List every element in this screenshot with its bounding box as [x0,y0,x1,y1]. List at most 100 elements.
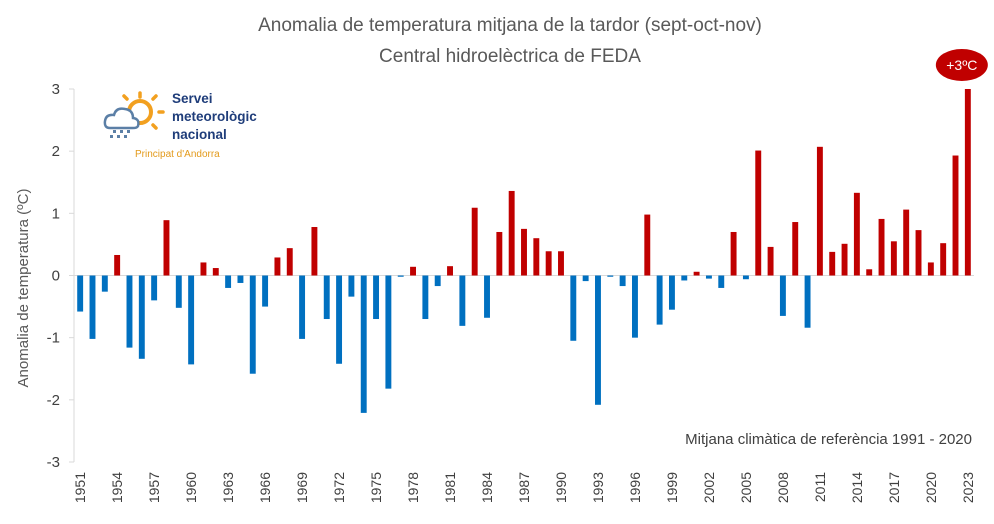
x-tick-label: 1984 [479,472,495,503]
bar-2010 [804,275,811,328]
y-tick-label: 0 [52,268,60,285]
x-tick-label: 2008 [775,472,791,503]
bar-1976 [385,275,392,389]
bar-1989 [545,251,552,276]
bar-1993 [595,275,601,405]
x-tick-label: 1993 [590,472,606,503]
x-tick-label: 2023 [960,472,976,503]
x-tick-label: 1978 [405,472,421,503]
x-tick-label: 1960 [183,472,199,503]
bar-1994 [607,275,614,277]
bar-1956 [138,275,145,359]
bar-2001 [693,271,700,276]
bar-1990 [558,251,564,276]
max-value-badge-label: +3ºC [946,57,977,73]
bar-1952 [89,275,96,339]
bar-1987 [521,228,527,276]
x-tick-label: 2011 [812,472,828,502]
x-tick-label: 2005 [738,472,754,503]
bar-2014 [853,192,860,276]
bar-1963 [225,275,232,288]
y-ticks: 3 2 1 0 -1 -2 -3 [47,81,74,471]
bar-2013 [841,243,848,276]
bar-2009 [792,222,799,276]
x-tick-label: 1954 [109,472,125,503]
bar-1970 [311,227,318,276]
bar-1982 [459,275,466,326]
bar-1974 [360,275,367,413]
x-tick-label: 1969 [294,472,310,503]
max-value-badge-shape [935,49,988,81]
bar-2022 [952,155,959,276]
bar-1979 [422,275,429,320]
bar-1983 [471,207,478,276]
bar-1964 [237,275,244,283]
bar-1973 [348,275,355,297]
x-ticks: 1951 1954 1957 1960 1963 1966 1969 1972 1975 1978… [72,472,976,503]
bars [77,89,971,413]
bar-2000 [681,275,688,281]
x-tick-label: 1972 [331,472,347,503]
bar-1968 [286,248,293,276]
bar-1955 [126,275,133,348]
bar-1981 [447,266,453,276]
y-tick-label: 2 [52,143,60,160]
bar-1977 [397,275,404,277]
bar-2006 [755,150,762,276]
x-tick-label: 2017 [886,472,902,503]
bar-2017 [890,241,897,276]
x-tick-label: 1957 [146,472,162,503]
x-tick-label: 2002 [701,472,717,503]
x-tick-label: 1966 [257,472,273,503]
bar-1954 [114,254,121,276]
bar-1967 [274,257,281,276]
x-tick-label: 1963 [220,472,236,503]
bar-2003 [718,275,725,288]
bar-1992 [582,275,589,282]
y-tick-label: -3 [47,454,60,471]
bar-1960 [188,275,195,365]
x-tick-label: 1951 [72,472,88,503]
bar-1957 [151,275,158,301]
bar-1999 [668,275,675,310]
logo-line-2: meteorològic [172,109,257,124]
y-axis-label: Anomalia de temperatura (ºC) [15,189,32,388]
bar-2018 [903,209,910,276]
bar-1951 [77,275,84,312]
bar-2012 [829,251,836,276]
bar-2011 [816,146,823,276]
bar-1985 [496,231,503,276]
chart-subtitle: Central hidroelèctrica de FEDA [379,46,641,67]
bar-1966 [262,275,269,307]
y-tick-label: 3 [52,81,60,98]
bar-1975 [373,275,380,320]
x-tick-label: 1996 [627,472,643,503]
y-tick-label: -1 [47,330,60,347]
logo-subtitle: Principat d'Andorra [135,149,220,160]
x-tick-label: 2014 [849,472,865,503]
bar-1978 [410,266,416,276]
sun-cloud-rain-icon [103,91,165,138]
bar-1958 [163,220,170,276]
bar-1997 [644,214,651,276]
bar-2021 [940,243,947,276]
bar-1996 [632,275,638,338]
x-tick-label: 1999 [664,472,680,503]
bar-1984 [484,275,490,318]
bar-2019 [915,230,922,276]
bar-2008 [779,275,786,316]
bar-2005 [742,275,749,280]
bar-2007 [767,246,774,276]
bar-1998 [656,275,663,325]
x-tick-label: 1981 [442,472,458,503]
bar-1995 [619,275,626,287]
bar-2004 [730,231,737,276]
logo-line-1: Servei [172,91,213,106]
bar-1953 [101,275,108,292]
bar-1971 [323,275,330,320]
bar-2002 [705,275,712,279]
bar-1972 [336,275,343,364]
bar-2016 [878,218,885,276]
bar-1965 [249,275,256,374]
